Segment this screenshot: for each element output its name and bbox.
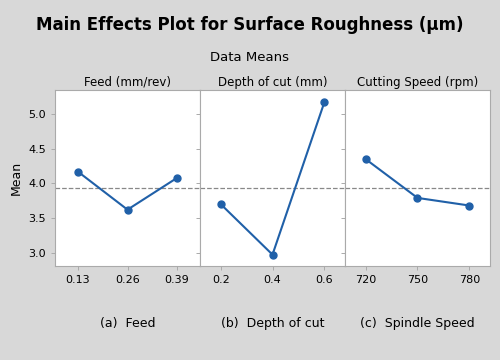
Text: Main Effects Plot for Surface Roughness (μm): Main Effects Plot for Surface Roughness …	[36, 16, 464, 34]
Y-axis label: Mean: Mean	[10, 161, 22, 195]
Text: (c)  Spindle Speed: (c) Spindle Speed	[360, 318, 475, 330]
Text: Data Means: Data Means	[210, 51, 290, 64]
Text: (a)  Feed: (a) Feed	[100, 318, 155, 330]
Text: (b)  Depth of cut: (b) Depth of cut	[220, 318, 324, 330]
Title: Cutting Speed (rpm): Cutting Speed (rpm)	[357, 76, 478, 89]
Title: Depth of cut (mm): Depth of cut (mm)	[218, 76, 327, 89]
Title: Feed (mm/rev): Feed (mm/rev)	[84, 76, 171, 89]
